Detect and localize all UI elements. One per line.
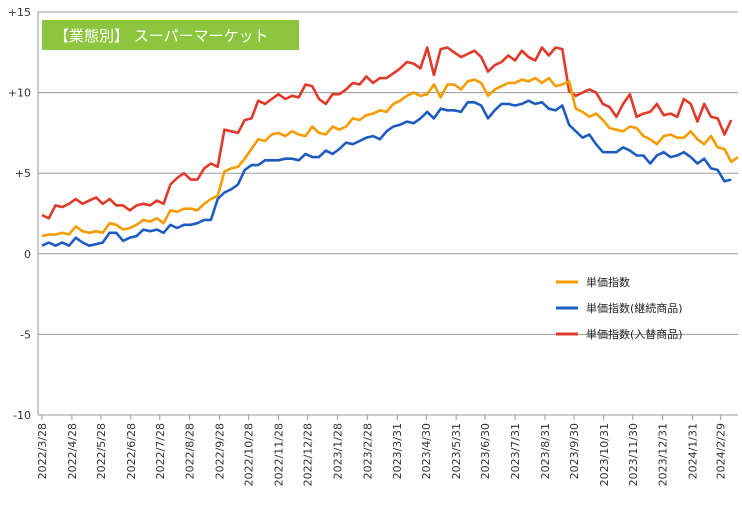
y-tick-label: -10 xyxy=(13,409,31,422)
x-tick-label: 2023/4/30 xyxy=(420,423,433,479)
legend-label-0: 単価指数 xyxy=(586,275,630,289)
x-tick-label: 2023/8/31 xyxy=(539,423,552,479)
x-tick-label: 2022/3/28 xyxy=(36,423,49,479)
x-tick-label: 2023/3/31 xyxy=(391,423,404,479)
series-line-0 xyxy=(41,76,739,238)
x-tick-label: 2023/10/31 xyxy=(598,423,611,486)
x-tick-label: 2022/4/28 xyxy=(66,423,79,479)
series-line-1 xyxy=(41,99,732,247)
legend-label-1: 単価指数(継続商品) xyxy=(586,301,683,315)
y-tick-label: +5 xyxy=(15,167,31,180)
x-tick-label: 2024/1/31 xyxy=(687,423,700,479)
chart-title-box: 【業態別】 スーパーマーケット xyxy=(42,20,299,50)
x-tick-label: 2022/10/28 xyxy=(243,423,256,486)
series-lines xyxy=(41,46,739,247)
series-line-2 xyxy=(41,46,733,220)
y-tick-label: +10 xyxy=(8,87,31,100)
y-axis-tick-labels: +15 +10 +5 0 -5 -10 xyxy=(8,6,31,422)
legend-label-2: 単価指数(入替商品) xyxy=(586,327,683,341)
chart-title: 【業態別】 スーパーマーケット xyxy=(54,27,269,45)
x-tick-label: 2023/11/30 xyxy=(627,423,640,486)
x-tick-label: 2022/5/28 xyxy=(95,423,108,479)
x-tick-label: 2022/8/28 xyxy=(184,423,197,479)
x-tick-label: 2022/7/28 xyxy=(154,423,167,479)
y-tick-label: 0 xyxy=(24,248,31,261)
x-tick-label: 2022/6/28 xyxy=(125,423,138,479)
x-tick-label: 2023/6/30 xyxy=(479,423,492,479)
x-tick-label: 2023/1/28 xyxy=(331,423,344,479)
x-tick-label: 2023/9/30 xyxy=(568,423,581,479)
x-tick-label: 2023/7/31 xyxy=(509,423,522,479)
y-tick-label: -5 xyxy=(20,328,31,341)
x-axis: 2022/3/28 2022/4/28 2022/5/28 2022/6/28 2022… xyxy=(36,415,728,486)
x-tick-label: 2022/9/28 xyxy=(214,423,227,479)
chart-title-background xyxy=(42,20,299,50)
x-tick-label: 2023/12/31 xyxy=(657,423,670,486)
grid-lines xyxy=(37,11,738,416)
x-tick-label: 2022/12/28 xyxy=(301,423,314,486)
x-tick-label: 2023/2/28 xyxy=(361,423,374,479)
x-tick-label: 2023/5/31 xyxy=(450,423,463,479)
x-tick-label: 2024/2/29 xyxy=(715,423,728,479)
y-tick-label: +15 xyxy=(8,6,31,19)
x-tick-label: 2022/11/28 xyxy=(273,423,286,486)
